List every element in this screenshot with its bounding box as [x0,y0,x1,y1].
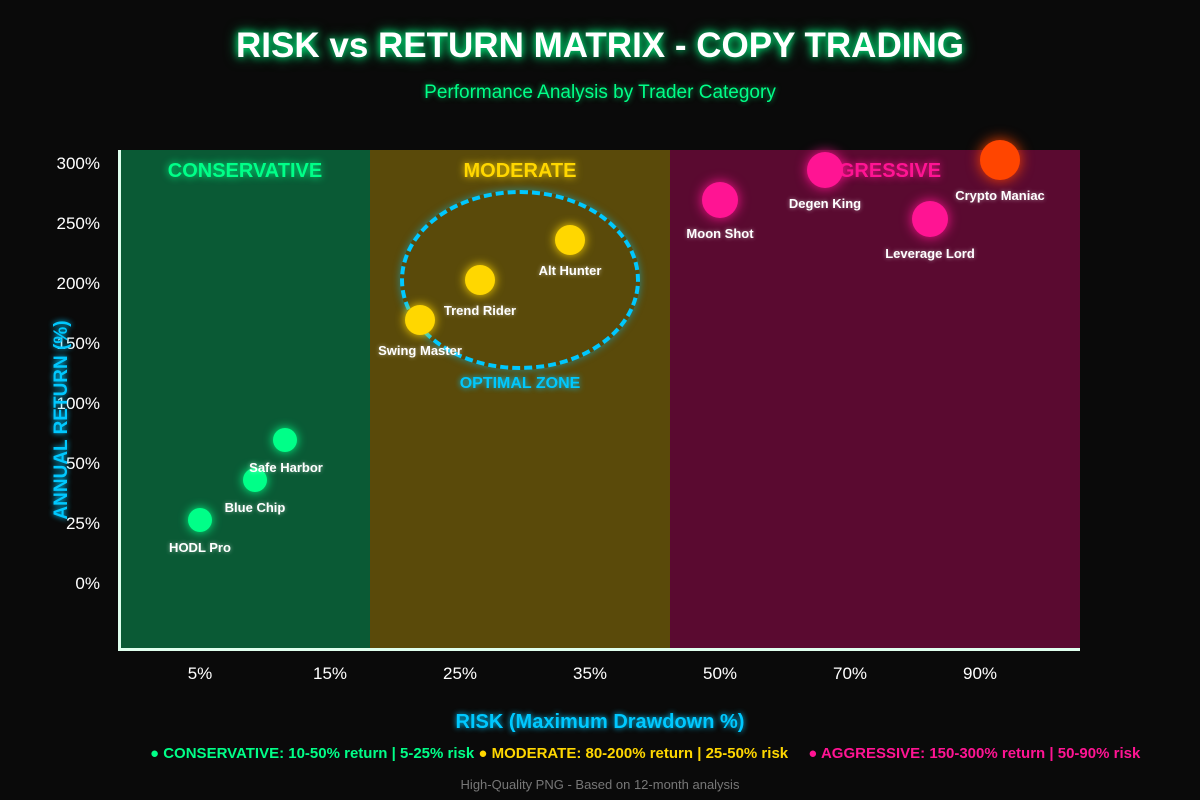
data-point-degen-king[interactable] [807,152,843,188]
y-tick: 200% [56,274,100,293]
legend-item-aggressive: ● AGGRESSIVE: 150-300% return | 50-90% r… [808,745,1141,762]
data-point-crypto-maniac[interactable] [980,140,1020,180]
x-tick: 90% [962,664,998,683]
data-point-alt-hunter[interactable] [555,225,585,255]
point-label: Moon Shot [686,226,754,241]
optimal-zone-ellipse [400,190,640,370]
point-label: Crypto Maniac [955,188,1045,203]
y-axis-line [118,150,121,650]
zone-conservative [120,150,370,650]
chart-title: RISK vs RETURN MATRIX - COPY TRADING [236,26,964,65]
x-tick: 15% [312,664,348,683]
legend: ● CONSERVATIVE: 10-50% return | 5-25% ri… [150,745,1140,762]
data-point-safe-harbor[interactable] [273,428,297,452]
x-tick: 70% [832,664,868,683]
data-point-blue-chip[interactable] [243,468,267,492]
point-label: HODL Pro [169,540,231,555]
data-point-hodl-pro[interactable] [188,508,212,532]
y-tick: 300% [56,154,100,173]
y-axis-label: ANNUAL RETURN (%) [51,320,72,520]
zone-label-conservative: CONSERVATIVE [167,160,323,182]
y-tick: 25% [65,514,100,533]
x-tick: 35% [572,664,608,683]
point-label: Safe Harbor [249,460,323,475]
optimal-zone-label: OPTIMAL ZONE [459,375,581,392]
zone-aggressive [670,150,1080,650]
x-tick: 5% [187,664,213,683]
x-axis-line [118,648,1080,651]
y-tick: 0% [75,574,100,593]
legend-item-conservative: ● CONSERVATIVE: 10-50% return | 5-25% ri… [150,745,475,762]
data-point-trend-rider[interactable] [465,265,495,295]
y-tick: 250% [56,214,100,233]
point-label: Leverage Lord [885,246,975,261]
data-point-swing-master[interactable] [405,305,435,335]
point-label: Blue Chip [224,500,286,515]
x-axis-label: RISK (Maximum Drawdown %) [455,711,745,733]
point-label: Swing Master [378,343,462,358]
point-label: Alt Hunter [538,263,602,278]
x-tick: 50% [702,664,738,683]
y-tick: 50% [65,454,100,473]
point-label: Degen King [788,196,862,211]
point-label: Trend Rider [443,303,517,318]
y-tick: 100% [56,394,100,413]
x-tick: 25% [442,664,478,683]
data-point-leverage-lord[interactable] [912,201,948,237]
legend-item-moderate: ● MODERATE: 80-200% return | 25-50% risk [478,745,789,762]
zone-label-moderate: MODERATE [463,160,577,182]
y-tick: 150% [56,334,100,353]
data-point-moon-shot[interactable] [702,182,738,218]
footer-note: High-Quality PNG - Based on 12-month ana… [460,777,740,792]
chart-subtitle: Performance Analysis by Trader Category [424,82,776,103]
